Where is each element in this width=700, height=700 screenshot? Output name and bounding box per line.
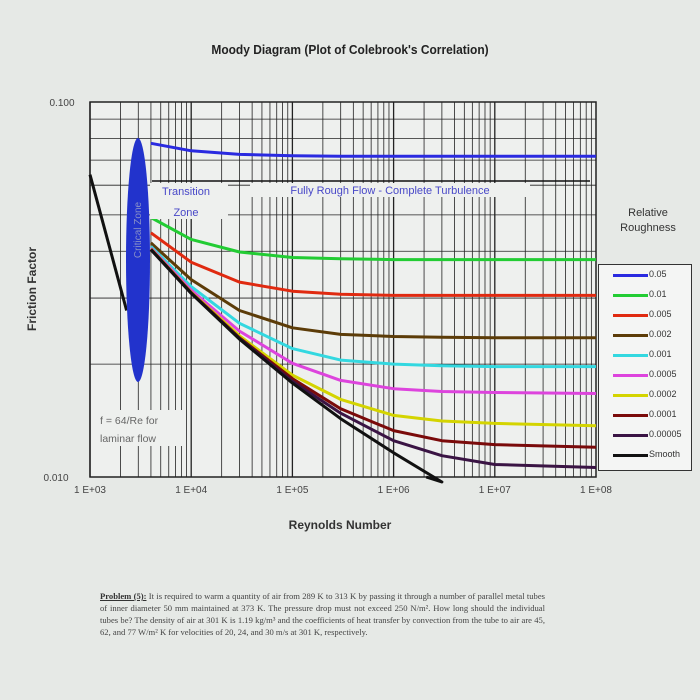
legend-label: 0.0005 bbox=[649, 369, 677, 379]
laminar-line bbox=[88, 174, 129, 311]
legend-swatch bbox=[613, 434, 648, 437]
legend-label: Smooth bbox=[649, 449, 681, 459]
legend-label: 0.0001 bbox=[649, 409, 677, 419]
legend-title: Relative Roughness bbox=[620, 207, 676, 234]
laminar-label: laminar flow bbox=[100, 433, 156, 445]
fully-rough-label: Fully Rough Flow - Complete Turbulence bbox=[290, 185, 489, 197]
transition-zone-label: Transition bbox=[162, 186, 210, 198]
legend-item: 0.0002 bbox=[605, 386, 691, 406]
series-line-0.0005 bbox=[149, 246, 597, 395]
x-tick-label: 1 E+03 bbox=[74, 485, 106, 496]
laminar-label: f = 64/Re for bbox=[100, 415, 159, 427]
legend-swatch bbox=[613, 374, 648, 377]
legend-item: 0.0001 bbox=[605, 406, 691, 426]
y-tick-label: 0.010 bbox=[43, 473, 68, 484]
series-line-0.01 bbox=[150, 216, 596, 262]
legend-swatch bbox=[613, 294, 648, 297]
legend-label: 0.002 bbox=[649, 329, 672, 339]
x-tick-label: 1 E+04 bbox=[175, 485, 207, 496]
legend-swatch bbox=[613, 274, 648, 277]
legend-item: 0.002 bbox=[605, 326, 691, 346]
problem-label: Problem (5): bbox=[100, 591, 147, 601]
x-axis-label: Reynolds Number bbox=[288, 518, 392, 532]
legend-swatch bbox=[613, 414, 648, 417]
x-tick-label: 1 E+08 bbox=[580, 485, 612, 496]
legend-swatch bbox=[613, 314, 648, 317]
critical-zone-label: Critical Zone bbox=[133, 202, 144, 259]
series-line-0.002 bbox=[149, 241, 596, 340]
x-tick-label: 1 E+06 bbox=[378, 485, 410, 496]
problem-statement: Problem (5): It is required to warm a qu… bbox=[100, 590, 545, 638]
legend: 0.05 0.01 0.005 0.002 0.001 0.0005 0.0002 0.000… bbox=[598, 264, 692, 471]
legend-item: 0.001 bbox=[605, 346, 691, 366]
legend-item: 0.05 bbox=[605, 266, 691, 286]
legend-swatch bbox=[613, 334, 648, 337]
legend-label: 0.001 bbox=[649, 349, 672, 359]
legend-label: 0.01 bbox=[649, 289, 667, 299]
legend-item: 0.01 bbox=[605, 286, 691, 306]
moody-chart: 1 E+03 1 E+04 1 E+05 1 E+06 1 E+07 1 E+08 0.10… bbox=[43, 98, 612, 496]
series-line-0.005 bbox=[150, 231, 596, 297]
legend-swatch bbox=[613, 354, 648, 357]
legend-label: 0.00005 bbox=[649, 429, 682, 439]
series-line-0.05 bbox=[150, 141, 596, 158]
x-tick-label: 1 E+05 bbox=[276, 485, 308, 496]
legend-item: 0.0005 bbox=[605, 366, 691, 386]
y-tick-label: 0.100 bbox=[49, 98, 74, 109]
chart-title: Moody Diagram (Plot of Colebrook's Corre… bbox=[211, 42, 489, 57]
legend-item: Smooth bbox=[605, 446, 691, 466]
legend-label: 0.005 bbox=[649, 309, 672, 319]
laminar-label-bg bbox=[96, 410, 184, 446]
transition-zone-label: Zone bbox=[173, 207, 198, 219]
legend-swatch bbox=[613, 394, 648, 397]
legend-swatch bbox=[613, 454, 648, 457]
series-line-Smooth bbox=[149, 248, 444, 484]
legend-item: 0.005 bbox=[605, 306, 691, 326]
y-axis-label: Friction Factor bbox=[25, 247, 39, 332]
legend-label: 0.0002 bbox=[649, 389, 677, 399]
transition-label-bg bbox=[150, 183, 228, 219]
critical-zone-ellipse bbox=[126, 138, 150, 382]
legend-item: 0.00005 bbox=[605, 426, 691, 446]
x-tick-label: 1 E+07 bbox=[479, 485, 511, 496]
fully-rough-label-bg bbox=[250, 183, 530, 197]
problem-text: It is required to warm a quantity of air… bbox=[100, 591, 545, 637]
legend-label: 0.05 bbox=[649, 269, 667, 279]
series-line-0.001 bbox=[149, 245, 596, 369]
